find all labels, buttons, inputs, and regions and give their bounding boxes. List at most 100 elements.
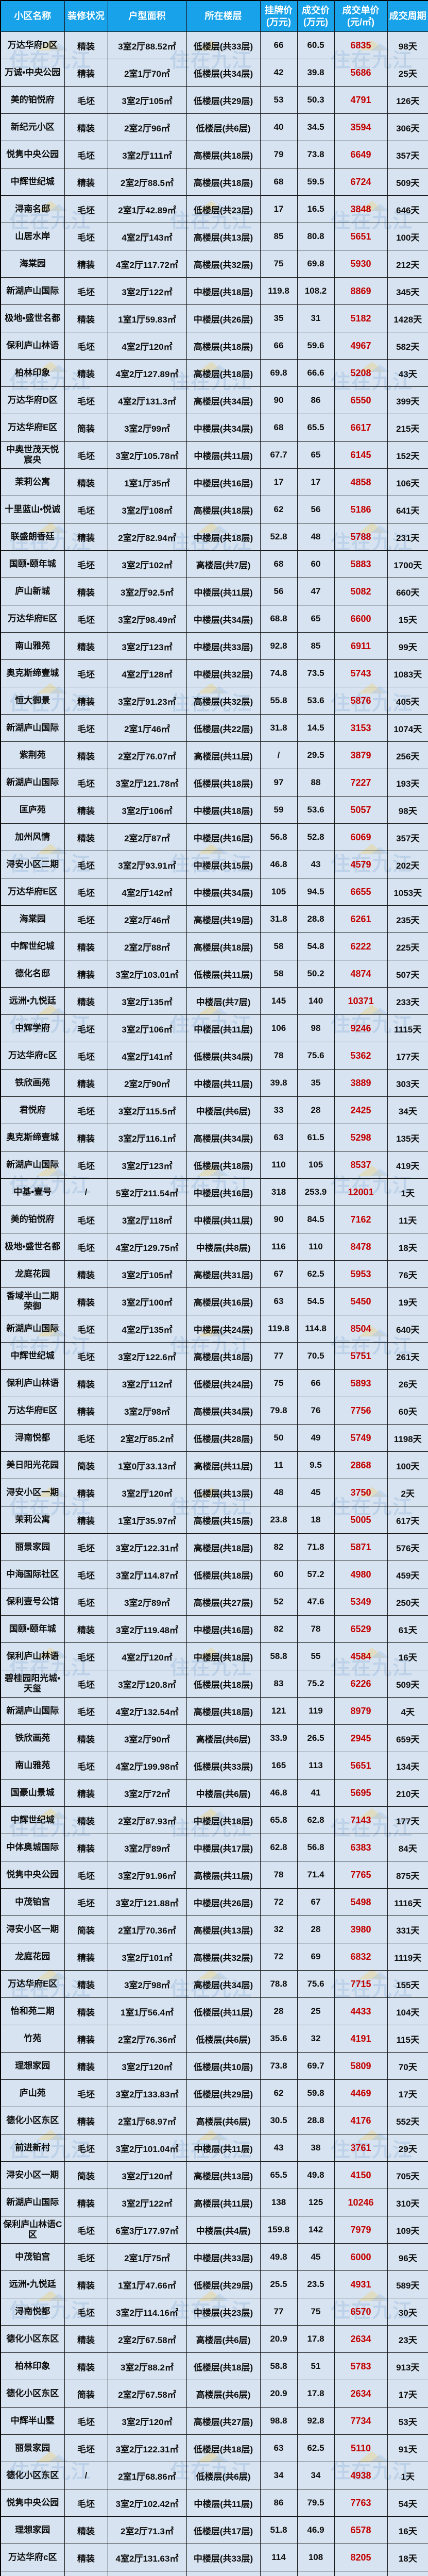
cell-deal-cycle: 256天 bbox=[387, 741, 428, 769]
cell-decoration: 毛坯 bbox=[64, 86, 108, 114]
cell-listing-price: 34 bbox=[260, 2462, 298, 2489]
cell-deal-price: 56 bbox=[297, 496, 335, 523]
cell-deal-price: 60.5 bbox=[297, 31, 335, 59]
cell-decoration: 精装 bbox=[64, 1506, 108, 1534]
cell-floor: 中楼层(共4层) bbox=[186, 2216, 261, 2244]
cell-deal-price: 28 bbox=[297, 1096, 335, 1124]
cell-deal-cycle: 208天 bbox=[387, 2571, 428, 2576]
cell-deal-price: 98 bbox=[297, 1014, 335, 1042]
cell-floor: 中楼层(共18层) bbox=[186, 1642, 261, 1670]
table-row: 德化小区东区 简装 2室2厅67.58㎡ 高楼层(共6层) 20.9 17.8 2634 17… bbox=[0, 2380, 428, 2408]
cell-unit-price: 6069 bbox=[334, 823, 388, 851]
table-row: 十里蓝山•悦诚 毛坯 3室2厅108㎡ 高楼层(共18层) 62 56 5186 641天 bbox=[0, 496, 428, 523]
cell-floor: 低楼层(共6层) bbox=[186, 2462, 261, 2489]
cell-community: 新湖庐山国际 bbox=[0, 277, 65, 305]
cell-deal-price: 125 bbox=[297, 2189, 335, 2216]
cell-deal-cycle: 1074天 bbox=[387, 714, 428, 742]
cell-unit-price: 7765 bbox=[334, 1861, 388, 1889]
cell-listing-price: 114 bbox=[260, 2544, 298, 2571]
cell-layout-area: 1室1厅35.97㎡ bbox=[107, 1506, 187, 1534]
cell-listing-price: 69.8 bbox=[260, 359, 298, 387]
cell-layout-area: 6室3厅177.97㎡ bbox=[107, 2216, 187, 2244]
cell-deal-price: 34 bbox=[297, 2462, 335, 2489]
table-row: 铁欣画苑 精装 3室2厅90㎡ 高楼层(共6层) 33.9 26.5 2945 659天 bbox=[0, 1724, 428, 1752]
cell-decoration: 精装 bbox=[64, 468, 108, 496]
table-row: 奥克斯缔壹城 毛坯 4室2厅128㎡ 中楼层(共32层) 74.8 73.5 5743 108… bbox=[0, 659, 428, 687]
cell-layout-area: 3室2厅135㎡ bbox=[107, 987, 187, 1015]
cell-decoration: 毛坯 bbox=[64, 1888, 108, 1916]
cell-floor: 高楼层(共18层) bbox=[186, 1533, 261, 1561]
cell-decoration: 精装 bbox=[64, 1479, 108, 1506]
cell-layout-area: 4室2厅135㎡ bbox=[107, 1315, 187, 1343]
cell-listing-price: 68 bbox=[260, 168, 298, 196]
cell-floor: 中楼层(共16层) bbox=[186, 823, 261, 851]
table-row: 万达华府E区 毛坯 4室2厅142㎡ 中楼层(共34层) 105 94.5 6655 1053… bbox=[0, 878, 428, 906]
cell-community: 万达华府E区 bbox=[0, 605, 65, 633]
cell-community: 保利庐山林语 bbox=[0, 1642, 65, 1670]
cell-unit-price: 2634 bbox=[334, 2380, 388, 2408]
cell-deal-price: 45 bbox=[297, 1479, 335, 1506]
cell-deal-cycle: 98天 bbox=[387, 31, 428, 59]
cell-deal-price: 114.8 bbox=[297, 1315, 335, 1343]
cell-unit-price: 8478 bbox=[334, 1233, 388, 1261]
cell-community: 中辉世纪城 bbox=[0, 933, 65, 960]
cell-deal-cycle: 76天 bbox=[387, 1260, 428, 1288]
cell-deal-price: 9.5 bbox=[297, 1451, 335, 1479]
cell-floor: 低楼层(共34层) bbox=[186, 1042, 261, 1070]
table-row: 保利壹号公馆 毛坯 3室2厅89㎡ 高楼层(共27层) 52 47.6 5349 250天 bbox=[0, 1588, 428, 1616]
cell-layout-area: 3室2厅92.5㎡ bbox=[107, 578, 187, 605]
cell-layout-area: 3室2厅72㎡ bbox=[107, 1779, 187, 1807]
cell-community: 万达华府c区 bbox=[0, 2544, 65, 2571]
cell-decoration: 精装 bbox=[64, 2325, 108, 2353]
cell-deal-price: 75.6 bbox=[297, 1970, 335, 1998]
cell-listing-price: 67 bbox=[260, 1260, 298, 1288]
cell-deal-price: 108 bbox=[297, 2544, 335, 2571]
cell-community: 中基•壹号 bbox=[0, 1178, 65, 1206]
cell-community: 浔南名邸 bbox=[0, 195, 65, 223]
cell-deal-price: 59.6 bbox=[297, 332, 335, 360]
cell-deal-price: 61.5 bbox=[297, 1124, 335, 1151]
cell-deal-cycle: 646天 bbox=[387, 195, 428, 223]
cell-layout-area: 3室2厅88.52㎡ bbox=[107, 31, 187, 59]
cell-floor: 中楼层(共7层) bbox=[186, 987, 261, 1015]
table-row: 远洲•九悦廷 精装 1室1厅47.66㎡ 低楼层(共29层) 25.5 23.5 4931 5… bbox=[0, 2270, 428, 2298]
table-row: 新湖庐山国际 精装 3室2厅122㎡ 高楼层(共11层) 138 125 10246 310天 bbox=[0, 2189, 428, 2216]
cell-community: 极地•盛世名都 bbox=[0, 1233, 65, 1261]
cell-unit-price: 8504 bbox=[334, 1315, 388, 1343]
cell-floor: 高楼层(共18层) bbox=[186, 1342, 261, 1370]
cell-layout-area: 3室2厅133.83㎡ bbox=[107, 2079, 187, 2107]
cell-deal-cycle: 399天 bbox=[387, 386, 428, 414]
cell-community: 万达华府E区 bbox=[0, 1397, 65, 1425]
cell-deal-cycle: 115天 bbox=[387, 2025, 428, 2053]
cell-deal-price: 53.6 bbox=[297, 687, 335, 715]
cell-deal-cycle: 60天 bbox=[387, 1397, 428, 1425]
cell-deal-price: 73.5 bbox=[297, 659, 335, 687]
cell-layout-area: 2室2厅88㎡ bbox=[107, 933, 187, 960]
table-row: 悦隽中央公园 毛坯 3室2厅102.42㎡ 中楼层(共11层) 86 79.5 7763 54… bbox=[0, 2489, 428, 2517]
cell-deal-cycle: 875天 bbox=[387, 1861, 428, 1889]
cell-floor: 高楼层(共31层) bbox=[186, 1260, 261, 1288]
cell-floor: 低楼层(共33层) bbox=[186, 31, 261, 59]
table-row: 中基•壹号/5室2厅211.54㎡ 中楼层(共16层) 318 253.9 12001 1… bbox=[0, 1178, 428, 1206]
cell-unit-price: 5883 bbox=[334, 550, 388, 578]
table-row: 浔南悦都 毛坯 2室2厅85.2㎡ 低楼层(共28层) 50 49 5749 1198天 bbox=[0, 1424, 428, 1452]
cell-floor: 高楼层(共18层) bbox=[186, 168, 261, 196]
cell-unit-price: 5186 bbox=[334, 496, 388, 523]
cell-listing-price: 25.5 bbox=[260, 2270, 298, 2298]
cell-deal-cycle: 30天 bbox=[387, 2298, 428, 2326]
table-row: 中体奥城国际 精装 3室2厅89㎡ 中楼层(共17层) 62.8 56.8 6383 84天 bbox=[0, 1834, 428, 1861]
cell-listing-price: 79 bbox=[260, 141, 298, 168]
cell-unit-price: 5751 bbox=[334, 1342, 388, 1370]
cell-deal-price: 47 bbox=[297, 578, 335, 605]
cell-unit-price: 2634 bbox=[334, 2325, 388, 2353]
cell-layout-area: 3室2厅120㎡ bbox=[107, 2052, 187, 2080]
cell-community: 中海国际社区 bbox=[0, 1561, 65, 1588]
cell-listing-price: 68 bbox=[260, 550, 298, 578]
cell-decoration: 精装 bbox=[64, 168, 108, 196]
cell-deal-cycle: 1198天 bbox=[387, 1424, 428, 1452]
cell-deal-price: 86 bbox=[297, 386, 335, 414]
cell-community: 美的铂悦府 bbox=[0, 86, 65, 114]
table-row: 新纪元小区 精装 2室2厅96㎡ 低楼层(共6层) 40 34.5 3594 306天 bbox=[0, 113, 428, 141]
cell-layout-area: 2室1厅46㎡ bbox=[107, 714, 187, 742]
cell-community: 新湖庐山国际 bbox=[0, 769, 65, 796]
